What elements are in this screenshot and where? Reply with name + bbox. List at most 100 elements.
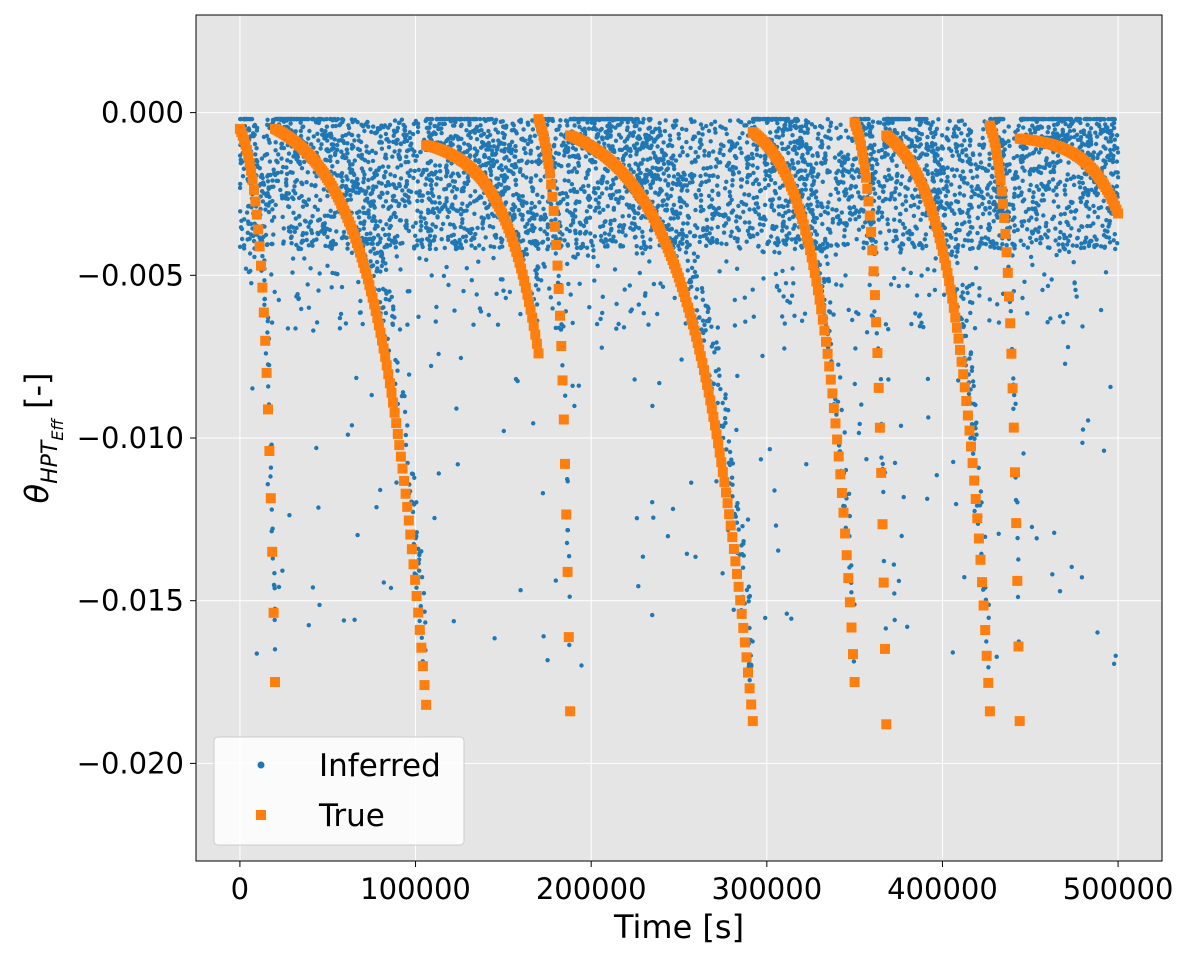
- inferred-point: [828, 230, 833, 235]
- inferred-point: [945, 174, 950, 180]
- inferred-point: [469, 278, 474, 283]
- inferred-point: [265, 191, 270, 196]
- inferred-point: [352, 617, 357, 622]
- inferred-point: [812, 124, 818, 130]
- inferred-point: [420, 244, 425, 250]
- inferred-point: [406, 228, 412, 234]
- inferred-point: [955, 143, 961, 148]
- inferred-point: [390, 198, 396, 203]
- inferred-point: [482, 201, 487, 206]
- inferred-point: [941, 213, 947, 218]
- inferred-point: [729, 210, 734, 215]
- inferred-point: [1018, 238, 1023, 243]
- inferred-point: [815, 199, 820, 204]
- inferred-point: [632, 124, 637, 129]
- inferred-point: [591, 254, 596, 260]
- inferred-point: [1006, 124, 1011, 129]
- inferred-point: [561, 324, 566, 329]
- inferred-point: [677, 247, 682, 252]
- inferred-point: [337, 315, 343, 321]
- inferred-point: [404, 225, 409, 231]
- inferred-point: [804, 142, 809, 147]
- inferred-point: [400, 197, 405, 202]
- inferred-point: [582, 189, 587, 194]
- inferred-point: [606, 143, 611, 148]
- inferred-point: [959, 131, 964, 136]
- inferred-point: [680, 149, 685, 155]
- inferred-point: [960, 169, 966, 174]
- inferred-point: [968, 310, 973, 316]
- inferred-point: [522, 146, 527, 151]
- inferred-point: [588, 204, 593, 209]
- inferred-point: [671, 216, 676, 221]
- inferred-point: [366, 208, 371, 213]
- inferred-point: [653, 190, 658, 195]
- inferred-point: [914, 293, 920, 298]
- inferred-point: [972, 436, 977, 441]
- inferred-point: [672, 166, 677, 172]
- inferred-point: [393, 357, 398, 363]
- inferred-point: [428, 121, 433, 126]
- inferred-point: [520, 137, 526, 143]
- inferred-point: [588, 158, 593, 163]
- inferred-point: [874, 331, 879, 336]
- inferred-point: [662, 128, 668, 134]
- inferred-point: [886, 121, 891, 126]
- inferred-point: [755, 165, 760, 170]
- inferred-point: [693, 159, 698, 164]
- inferred-point: [403, 442, 409, 448]
- inferred-point: [239, 236, 245, 242]
- inferred-point: [714, 346, 719, 351]
- inferred-point: [555, 280, 561, 285]
- inferred-point: [682, 172, 687, 177]
- inferred-point: [839, 283, 844, 288]
- inferred-point: [1085, 122, 1090, 128]
- inferred-point: [349, 250, 355, 255]
- inferred-point: [967, 143, 973, 148]
- inferred-point: [701, 338, 707, 343]
- inferred-point: [754, 177, 759, 182]
- inferred-point: [585, 120, 590, 125]
- inferred-point: [481, 246, 486, 252]
- inferred-point: [892, 617, 897, 623]
- inferred-point: [328, 208, 333, 213]
- inferred-point: [661, 171, 666, 176]
- inferred-point: [573, 208, 578, 213]
- inferred-point: [450, 136, 455, 141]
- inferred-point: [739, 177, 745, 182]
- inferred-point: [785, 203, 790, 208]
- inferred-point: [842, 227, 847, 233]
- inferred-point: [259, 172, 265, 178]
- inferred-point: [957, 184, 962, 190]
- inferred-point: [467, 120, 472, 125]
- inferred-point: [392, 173, 397, 179]
- inferred-point: [502, 177, 507, 183]
- inferred-point: [919, 273, 924, 278]
- inferred-point: [1002, 147, 1007, 152]
- inferred-point: [875, 120, 881, 125]
- inferred-point: [914, 116, 919, 122]
- inferred-point: [335, 116, 341, 122]
- inferred-point: [477, 306, 483, 311]
- inferred-point: [839, 150, 844, 155]
- inferred-point: [751, 142, 756, 147]
- inferred-point: [640, 229, 645, 234]
- inferred-point: [378, 487, 383, 493]
- inferred-point: [943, 193, 949, 199]
- inferred-point: [709, 122, 714, 127]
- inferred-point: [903, 185, 908, 190]
- inferred-point: [697, 145, 702, 150]
- inferred-point: [316, 231, 321, 237]
- inferred-point: [916, 205, 921, 210]
- inferred-point: [879, 455, 884, 460]
- inferred-point: [437, 169, 443, 174]
- inferred-point: [708, 139, 713, 144]
- inferred-point: [476, 128, 481, 134]
- inferred-point: [412, 246, 417, 251]
- inferred-point: [553, 234, 558, 239]
- inferred-point: [1015, 594, 1021, 600]
- inferred-point: [825, 170, 830, 175]
- inferred-point: [750, 181, 756, 186]
- inferred-point: [815, 151, 820, 156]
- inferred-point: [280, 214, 285, 220]
